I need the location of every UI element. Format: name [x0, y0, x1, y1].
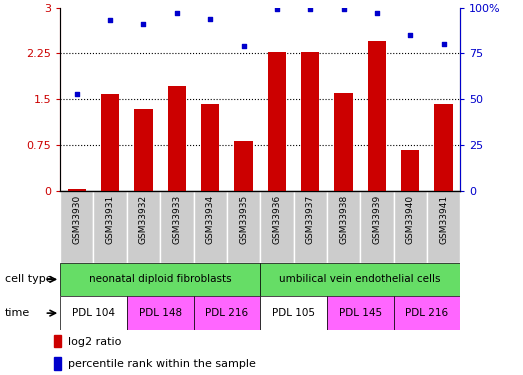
Bar — [327, 191, 360, 262]
Bar — [201, 104, 219, 191]
Text: PDL 216: PDL 216 — [206, 308, 248, 318]
Point — [240, 43, 248, 49]
Text: GSM33937: GSM33937 — [306, 195, 315, 244]
Point — [306, 6, 314, 12]
Bar — [394, 191, 427, 262]
Bar — [60, 262, 260, 296]
Text: PDL 148: PDL 148 — [139, 308, 181, 318]
Point — [406, 32, 414, 38]
Text: GSM33936: GSM33936 — [272, 195, 281, 244]
Text: GSM33931: GSM33931 — [106, 195, 115, 244]
Bar — [54, 357, 62, 370]
Point — [439, 41, 448, 47]
Text: log2 ratio: log2 ratio — [68, 337, 121, 347]
Text: PDL 105: PDL 105 — [272, 308, 315, 318]
Bar — [194, 296, 260, 330]
Bar — [334, 93, 353, 191]
Text: neonatal diploid fibroblasts: neonatal diploid fibroblasts — [89, 274, 232, 284]
Bar — [194, 191, 227, 262]
Text: GSM33930: GSM33930 — [72, 195, 81, 244]
Text: GSM33932: GSM33932 — [139, 195, 148, 244]
Point — [106, 17, 115, 23]
Bar — [234, 141, 253, 191]
Bar — [67, 189, 86, 191]
Bar — [393, 296, 460, 330]
Point — [272, 6, 281, 12]
Bar — [293, 191, 327, 262]
Bar — [54, 334, 62, 347]
Bar — [127, 191, 160, 262]
Text: GSM33938: GSM33938 — [339, 195, 348, 244]
Bar — [260, 296, 327, 330]
Bar — [301, 52, 320, 191]
Bar — [60, 191, 94, 262]
Bar — [260, 191, 293, 262]
Text: GSM33940: GSM33940 — [406, 195, 415, 244]
Point — [139, 21, 147, 27]
Bar — [268, 52, 286, 191]
Point — [339, 6, 348, 12]
Text: GSM33935: GSM33935 — [239, 195, 248, 244]
Text: percentile rank within the sample: percentile rank within the sample — [68, 359, 256, 369]
Point — [206, 15, 214, 21]
Bar — [127, 296, 194, 330]
Text: GSM33939: GSM33939 — [372, 195, 381, 244]
Text: umbilical vein endothelial cells: umbilical vein endothelial cells — [279, 274, 441, 284]
Bar — [327, 296, 393, 330]
Text: cell type: cell type — [5, 274, 53, 284]
Bar — [101, 94, 119, 191]
Point — [73, 91, 81, 97]
Bar — [435, 104, 453, 191]
Text: PDL 104: PDL 104 — [72, 308, 115, 318]
Text: PDL 216: PDL 216 — [405, 308, 448, 318]
Text: time: time — [5, 308, 30, 318]
Bar — [260, 262, 460, 296]
Text: GSM33941: GSM33941 — [439, 195, 448, 244]
Bar — [401, 150, 419, 191]
Bar — [160, 191, 194, 262]
Bar — [368, 41, 386, 191]
Bar — [60, 296, 127, 330]
Bar — [360, 191, 393, 262]
Bar — [168, 86, 186, 191]
Point — [173, 10, 181, 16]
Bar — [134, 109, 153, 191]
Point — [373, 10, 381, 16]
Bar — [94, 191, 127, 262]
Bar — [227, 191, 260, 262]
Text: GSM33934: GSM33934 — [206, 195, 214, 244]
Text: PDL 145: PDL 145 — [339, 308, 382, 318]
Text: GSM33933: GSM33933 — [173, 195, 181, 244]
Bar — [427, 191, 460, 262]
